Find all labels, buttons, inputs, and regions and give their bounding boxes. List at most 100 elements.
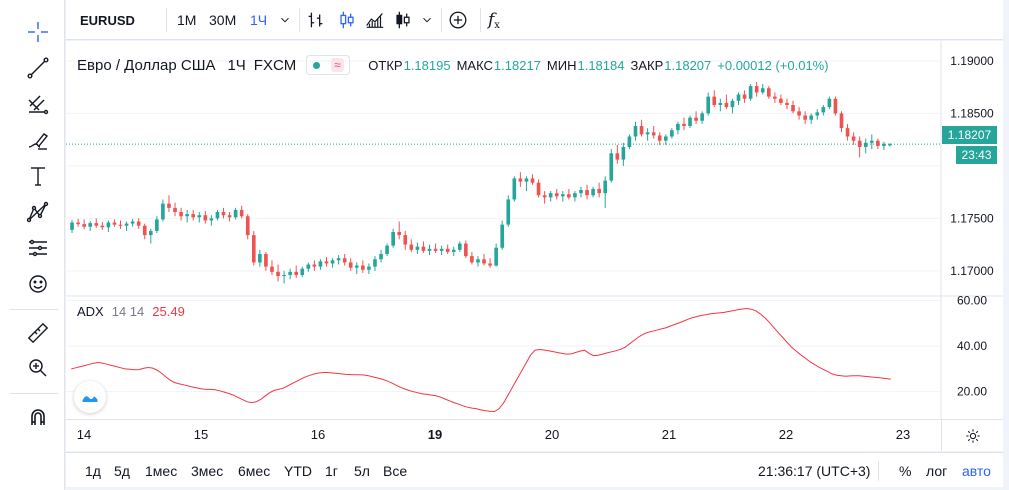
candle-body [385, 245, 389, 255]
open-value: 1.18195 [403, 57, 451, 73]
plus-circle-icon[interactable] [447, 0, 469, 40]
candle-body [682, 123, 686, 126]
area-style-icon[interactable] [364, 0, 386, 40]
brush-icon[interactable] [18, 125, 58, 155]
candle-body [367, 266, 371, 270]
time-tick-label: 21 [661, 427, 677, 442]
candle-body [548, 193, 553, 198]
candle-body [336, 258, 341, 261]
candle-body [185, 214, 189, 217]
chart-canvas[interactable]: 1.19000 1.18500 1.17500 1.17000 60.00 40.00 2… [66, 41, 1003, 420]
candle-body [76, 222, 80, 225]
candle-body [445, 248, 450, 252]
hollow-candles-icon[interactable] [392, 0, 414, 40]
low-label: МИН [546, 57, 577, 73]
text-icon[interactable] [18, 161, 58, 191]
candle-body [421, 246, 426, 251]
adx-tick-label: 20.00 [957, 385, 987, 399]
candle-body [639, 126, 644, 135]
range-6m[interactable]: 6мес [238, 462, 271, 479]
toolbar-divider [10, 393, 58, 394]
tradingview-logo-icon[interactable] [74, 381, 106, 413]
price-tick-label: 1.17500 [950, 211, 994, 225]
clock-timezone[interactable]: 21:36:17 (UTC+3) [758, 462, 871, 479]
candle-body [821, 107, 826, 113]
candle-body [748, 86, 753, 99]
instrument-title[interactable]: Евро / Доллар США [77, 56, 216, 74]
magnet-icon[interactable] [18, 402, 58, 432]
forecast-icon[interactable] [18, 233, 58, 263]
range-ytd[interactable]: YTD [284, 462, 312, 479]
candle-body [124, 223, 129, 226]
emoji-icon[interactable] [18, 269, 58, 299]
candle-body [136, 221, 141, 226]
candle-body [845, 128, 850, 137]
candle-body [276, 271, 280, 277]
chart-area[interactable]: 1.19000 1.18500 1.17500 1.17000 60.00 40.00 2… [66, 41, 1003, 420]
candle-body [712, 96, 717, 106]
bars-style-icon[interactable] [305, 0, 327, 40]
candle-body [70, 222, 74, 230]
candle-body [815, 112, 820, 116]
candles-style-icon[interactable] [336, 0, 358, 40]
zoom-in-icon[interactable] [18, 353, 58, 383]
candle-body [791, 105, 795, 112]
candle-body [294, 271, 299, 276]
candle-body [161, 203, 165, 220]
interval-dropdown-chevron-down-icon[interactable] [278, 0, 292, 40]
candle-body [82, 224, 86, 227]
interval-30m[interactable]: 30М [209, 12, 237, 28]
auto-toggle[interactable]: авто [962, 462, 991, 479]
candle-body [439, 248, 444, 251]
adx-name[interactable]: ADX [77, 304, 104, 319]
time-axis[interactable]: 14 15 16 19 20 21 22 23 [66, 420, 1003, 451]
time-tick-label: 22 [778, 427, 794, 442]
pattern-icon[interactable] [18, 197, 58, 227]
main-legend: Евро / Доллар США 1Ч FXCM ≈ ОТКР 1.18195… [77, 55, 829, 75]
candle-body [518, 178, 523, 182]
range-1d[interactable]: 1д [85, 462, 101, 479]
chart-type-chevron-down-icon[interactable] [420, 0, 434, 40]
interval-1m[interactable]: 1М [177, 12, 197, 28]
candle-body [863, 142, 868, 147]
candle-body [573, 193, 577, 198]
interval-1h[interactable]: 1Ч [250, 12, 268, 28]
last-price-label: 1.18207 [942, 126, 997, 144]
range-all[interactable]: Все [383, 462, 408, 479]
candle-body [433, 248, 438, 251]
close-label: ЗАКР [630, 57, 664, 73]
candle-body [627, 136, 632, 147]
price-tick-label: 1.19000 [950, 54, 994, 68]
ruler-icon[interactable] [18, 318, 58, 348]
candle-body [306, 264, 311, 269]
candle-body [397, 231, 402, 236]
candle-body [560, 194, 565, 197]
candle-body [282, 275, 286, 277]
toolbar-divider [166, 8, 167, 32]
adx-tick-label: 60.00 [957, 294, 987, 308]
range-1y[interactable]: 1г [325, 462, 338, 479]
candle-body [191, 214, 196, 218]
range-5y[interactable]: 5л [354, 462, 370, 479]
symbol-search[interactable]: EURUSD [80, 12, 135, 28]
range-5d[interactable]: 5д [114, 462, 130, 479]
percent-toggle[interactable]: % [899, 462, 912, 479]
candle-body [173, 207, 177, 213]
candle-body [142, 225, 147, 236]
fib-icon[interactable] [18, 89, 58, 119]
candle-body [476, 259, 480, 263]
range-3m[interactable]: 3мес [191, 462, 224, 479]
crosshair-icon[interactable] [18, 17, 58, 47]
market-status-badge[interactable]: ≈ [306, 55, 351, 75]
candle-body [379, 254, 383, 260]
log-toggle[interactable]: лог [926, 462, 948, 479]
trend-line-icon[interactable] [18, 53, 58, 83]
settings-gear-icon[interactable] [961, 424, 985, 448]
range-1m[interactable]: 1мес [145, 462, 178, 479]
candle-body [663, 136, 668, 141]
candle-body [300, 268, 305, 276]
candle-body [112, 222, 117, 225]
candle-body [579, 190, 583, 194]
candle-body [391, 231, 395, 246]
